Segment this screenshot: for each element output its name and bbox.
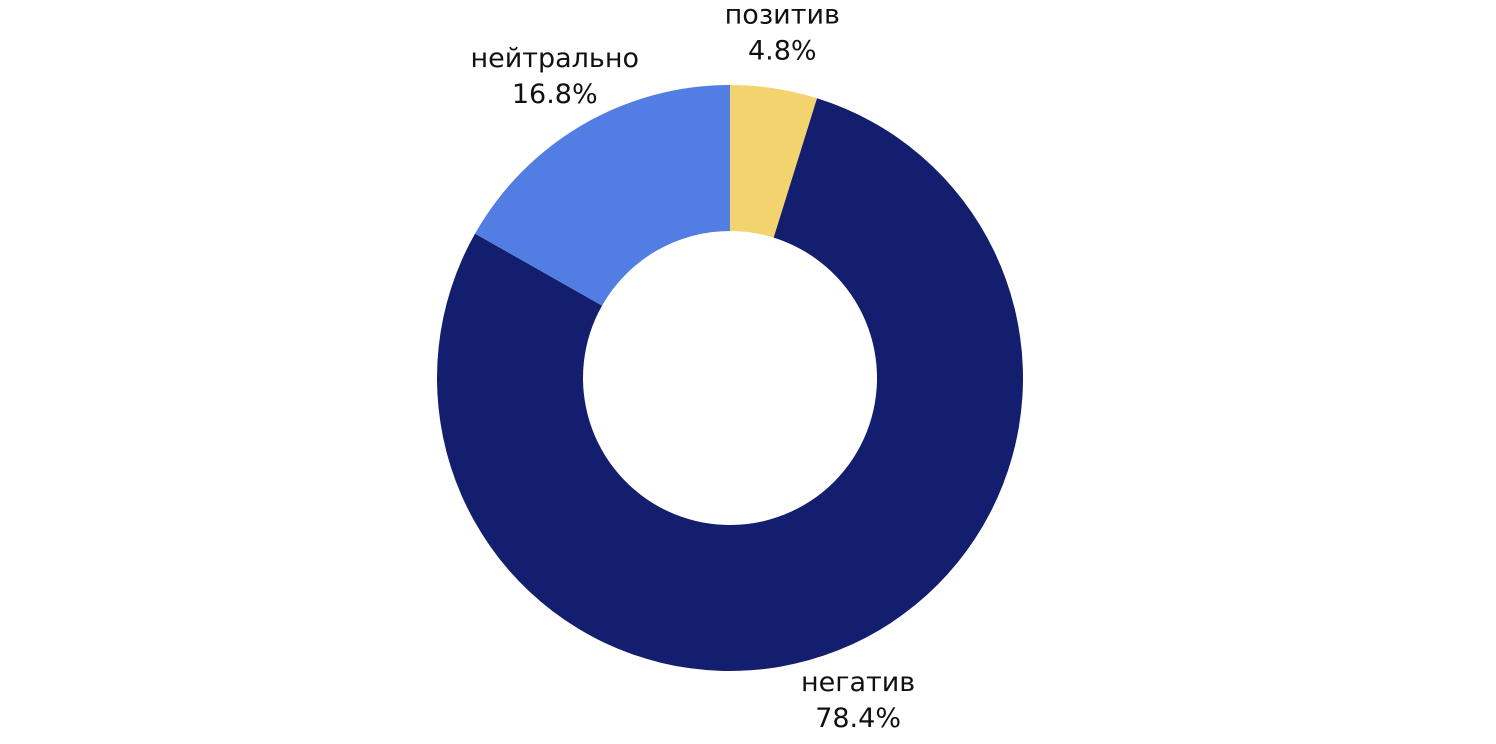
slice-label: нейтрально	[470, 43, 639, 74]
slice	[730, 85, 818, 238]
slice-value: 16.8%	[512, 79, 598, 110]
slice	[437, 98, 1023, 672]
slice	[475, 85, 730, 306]
slice-label: позитив	[725, 0, 840, 30]
slice-value: 4.8%	[748, 35, 817, 66]
slice-label: негатив	[801, 667, 915, 698]
slice-value: 78.4%	[815, 703, 901, 734]
